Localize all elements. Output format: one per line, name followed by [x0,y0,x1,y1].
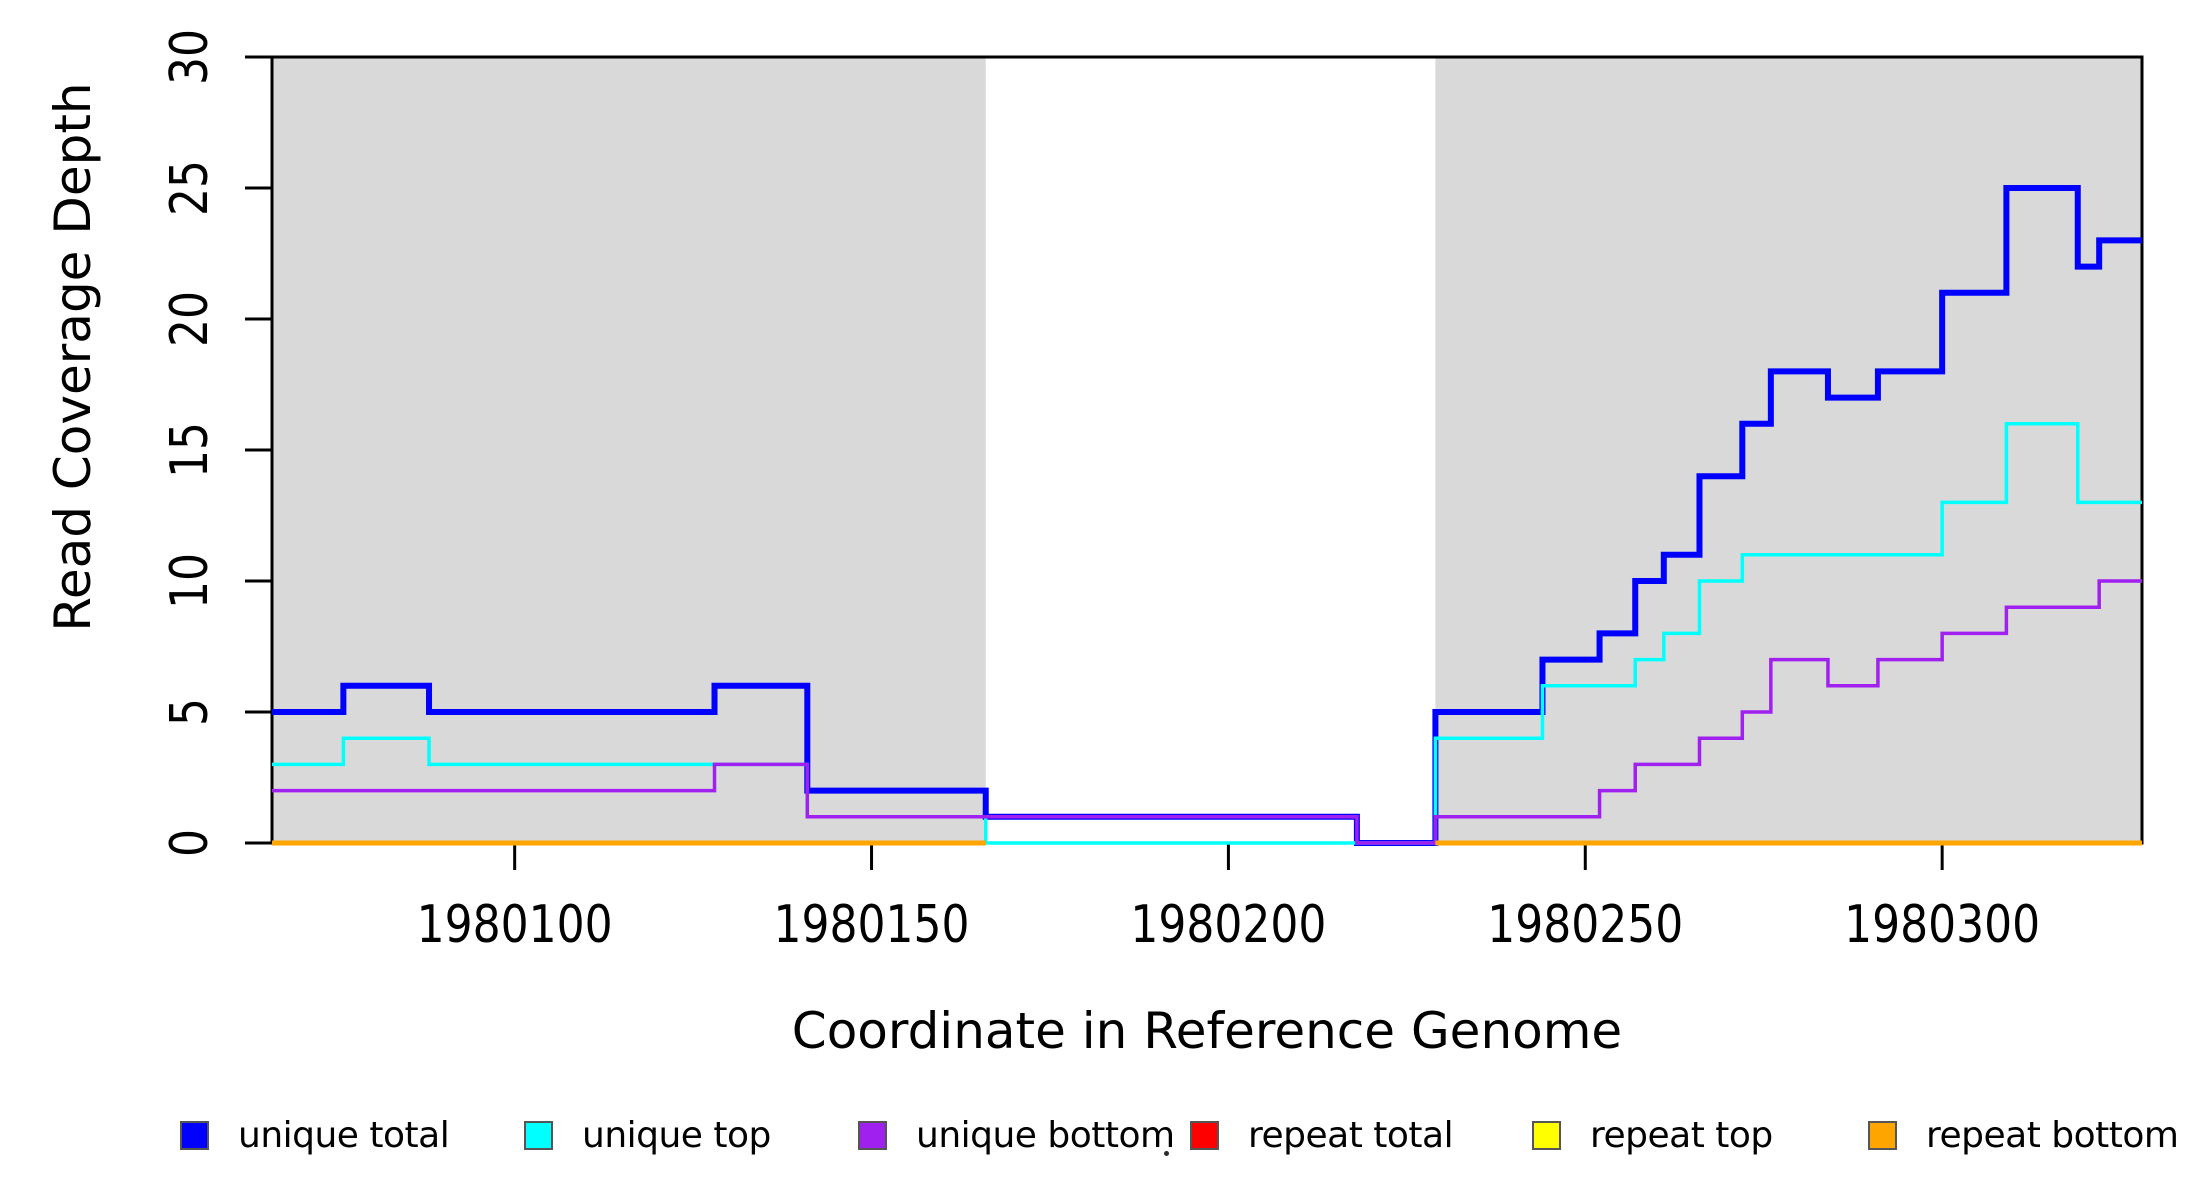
x-axis-title: Coordinate in Reference Genome [792,1002,1622,1060]
legend-item-unique-top: unique top [524,1115,771,1156]
legend-swatch-repeat-top [1532,1120,1561,1150]
legend-item-repeat-top: repeat top [1532,1115,1773,1156]
legend-item-unique-total: unique total [180,1115,450,1156]
legend-item-unique-bottom: unique bottom [858,1115,1175,1156]
y-tick-label: 15 [160,422,220,478]
x-tick-label: 1980100 [417,895,613,955]
x-tick-label: 1980150 [774,895,970,955]
y-tick-label: 30 [160,29,220,85]
y-axis-title: Read Coverage Depth [44,82,102,631]
series-unique-total [272,185,2142,846]
legend-swatch-unique-top [524,1120,553,1150]
legend-item-repeat-bottom: repeat bottom [1868,1115,2179,1156]
legend-swatch-unique-total [180,1120,209,1150]
y-tick-label: 20 [160,291,220,347]
y-tick-label: 10 [160,553,220,609]
y-tick-label: 0 [160,829,220,857]
legend-label: unique bottom [916,1114,1175,1156]
y-tick-label: 25 [160,160,220,216]
x-tick-label: 1980250 [1487,895,1683,955]
repeat-region [272,57,986,843]
legend-label: unique total [238,1114,450,1156]
legend-label: repeat total [1248,1114,1454,1156]
stray-mark [1164,1151,1169,1156]
axis-ticks: 1980100 1980150 1980200 1980250 1980300 0 5 10 1… [160,29,2040,955]
x-tick-label: 1980300 [1844,895,2040,955]
legend-item-repeat-total: repeat total [1190,1115,1454,1156]
legend-label: repeat top [1590,1114,1773,1156]
legend-label: unique top [582,1114,771,1156]
x-tick-label: 1980200 [1130,895,1326,955]
legend-swatch-repeat-total [1190,1120,1219,1150]
legend-label: repeat bottom [1926,1114,2179,1156]
y-tick-label: 5 [160,698,220,726]
series-unique-bottom [272,579,2142,845]
series-unique-top [272,422,2142,845]
legend-swatch-unique-bottom [858,1120,887,1150]
legend-swatch-repeat-bottom [1868,1120,1897,1150]
coverage-step-lines [272,185,2142,846]
repeat-region-shading [272,57,2142,843]
